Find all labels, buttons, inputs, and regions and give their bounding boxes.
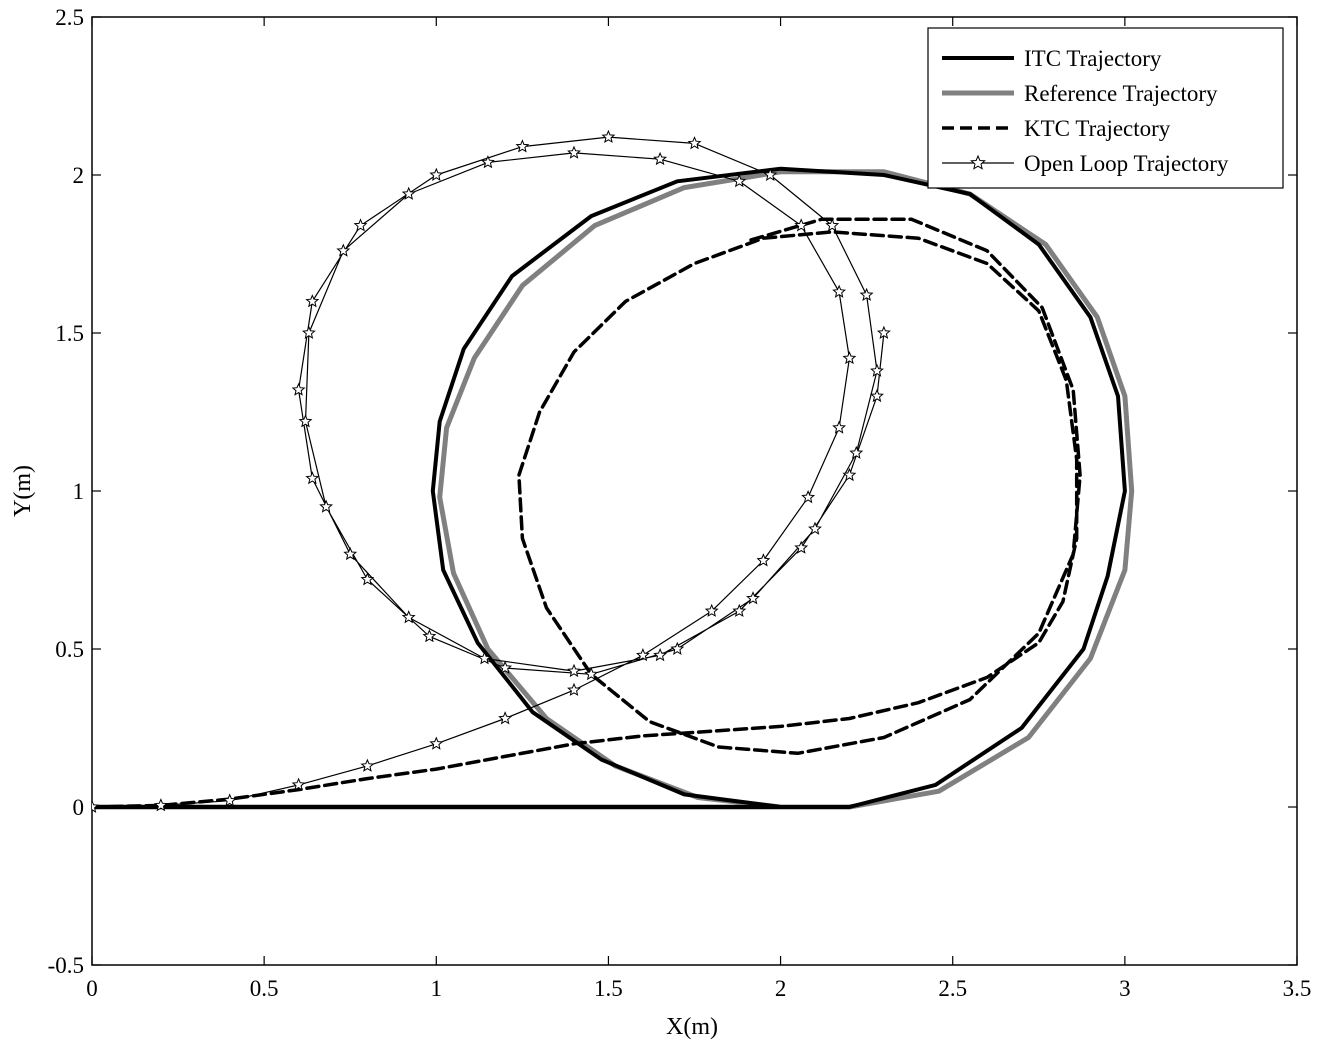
y-tick-label: 2 xyxy=(73,163,85,188)
star-marker xyxy=(670,641,685,655)
star-marker xyxy=(92,799,99,813)
y-tick-label: 1.5 xyxy=(55,321,84,346)
x-tick-label: 1.5 xyxy=(594,976,623,1001)
legend: ITC Trajectory Reference Trajectory KTC Tr… xyxy=(927,27,1284,189)
star-marker xyxy=(584,667,599,681)
star-marker xyxy=(842,467,857,482)
y-tick-label: 2.5 xyxy=(55,5,84,30)
star-marker xyxy=(515,139,530,153)
star-marker xyxy=(687,136,702,150)
series-line-ktc-trajectory xyxy=(92,217,1082,809)
x-tick-label: 3 xyxy=(1119,976,1131,1001)
star-marker xyxy=(567,145,581,159)
star-marker xyxy=(336,243,351,257)
star-marker xyxy=(801,490,816,504)
star-marker xyxy=(291,777,306,791)
star-marker xyxy=(360,572,375,586)
y-axis-label: Y(m) xyxy=(10,465,36,517)
star-marker xyxy=(808,521,822,535)
x-tick-label: 0 xyxy=(86,976,98,1001)
legend-label: Open Loop Trajectory xyxy=(1024,151,1229,176)
star-marker xyxy=(477,651,492,665)
x-axis-label: X(m) xyxy=(666,1014,718,1040)
star-marker xyxy=(298,414,313,428)
legend-label: Reference Trajectory xyxy=(1024,81,1218,106)
star-marker xyxy=(732,603,747,617)
x-tick-label: 2 xyxy=(775,976,787,1001)
star-marker xyxy=(343,546,358,561)
star-marker xyxy=(756,553,771,567)
series-line-itc-trajectory xyxy=(92,166,1127,809)
star-marker xyxy=(360,758,375,772)
star-marker xyxy=(763,167,778,181)
star-marker xyxy=(849,445,864,459)
y-tick-label: 0.5 xyxy=(55,637,84,662)
star-marker xyxy=(567,682,581,696)
legend-label: KTC Trajectory xyxy=(1024,116,1171,141)
x-tick-label: 0.5 xyxy=(250,976,279,1001)
star-marker xyxy=(635,647,650,662)
x-tick-label: 2.5 xyxy=(938,976,967,1001)
legend-box xyxy=(927,27,1284,189)
y-tick-label: 0 xyxy=(73,795,85,820)
series-layer xyxy=(92,129,1135,813)
star-marker xyxy=(353,218,368,232)
star-marker xyxy=(319,499,334,513)
star-marker xyxy=(732,173,747,188)
star-marker xyxy=(876,325,891,339)
star-marker xyxy=(567,663,581,678)
star-marker xyxy=(859,287,874,301)
y-tick-label: 1 xyxy=(73,479,85,504)
star-marker xyxy=(746,591,760,605)
y-tick-label: -0.5 xyxy=(48,953,84,978)
star-marker xyxy=(601,129,616,143)
star-marker xyxy=(794,218,809,232)
star-marker xyxy=(870,363,884,377)
star-marker xyxy=(480,155,495,169)
star-marker xyxy=(222,793,237,807)
star-marker xyxy=(653,648,668,662)
star-marker xyxy=(825,218,840,232)
star-marker xyxy=(870,388,884,403)
star-marker xyxy=(704,603,719,617)
axis-ticks: 0 0.5 1 1.5 2 2.5 3 3.5-0.500.511.522.5 xyxy=(48,5,1312,1001)
star-marker xyxy=(653,151,668,166)
star-marker xyxy=(429,736,444,750)
x-tick-label: 1 xyxy=(431,976,443,1001)
star-marker xyxy=(305,294,320,308)
star-marker xyxy=(498,711,513,725)
star-marker xyxy=(794,540,809,554)
star-marker xyxy=(153,798,168,812)
star-marker xyxy=(401,186,416,200)
star-marker xyxy=(291,382,306,396)
star-marker xyxy=(498,660,513,674)
x-tick-label: 3.5 xyxy=(1283,976,1312,1001)
star-marker xyxy=(429,167,444,181)
star-marker xyxy=(305,471,320,485)
star-marker xyxy=(832,284,847,298)
star-marker xyxy=(422,629,437,643)
star-marker xyxy=(301,325,316,339)
star-marker xyxy=(401,610,416,624)
star-marker xyxy=(842,351,857,365)
star-marker xyxy=(832,420,847,434)
legend-label: ITC Trajectory xyxy=(1024,46,1162,71)
legend-star-marker xyxy=(970,154,986,170)
